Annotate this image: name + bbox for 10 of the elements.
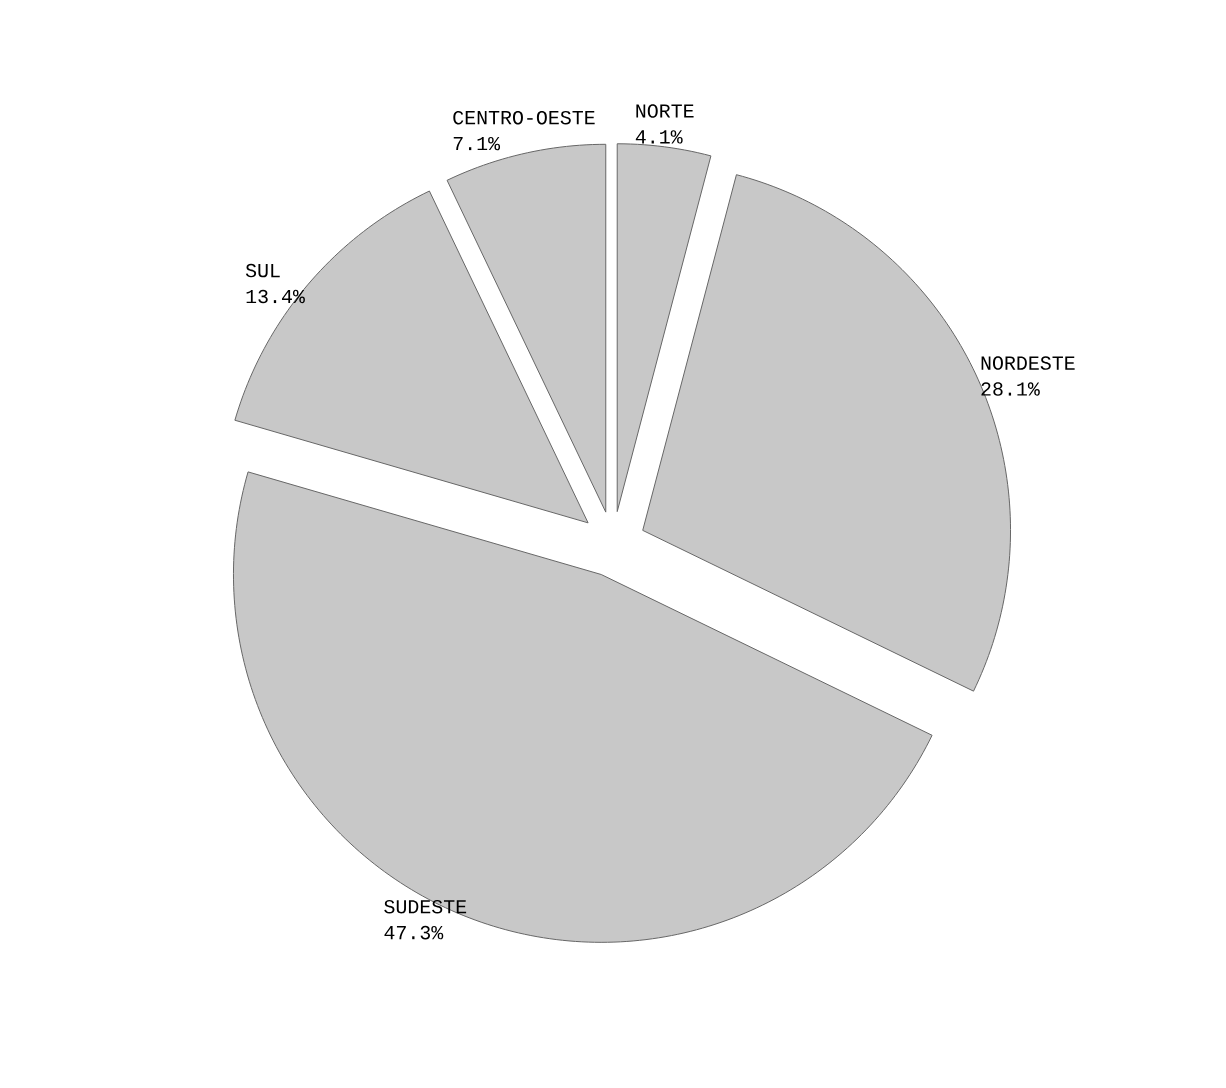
slice-label: NORDESTE <box>981 356 1075 370</box>
data-label: 13.4% <box>246 289 305 304</box>
slice-label: SUL <box>245 263 280 278</box>
data-label: 28.1% <box>981 382 1040 396</box>
data-label: 47.3% <box>384 925 444 940</box>
slice-label: SUDESTE <box>384 899 467 914</box>
data-label: 7.1% <box>453 136 501 151</box>
data-label: 4.1% <box>635 130 683 144</box>
slice-label: NORTE <box>636 104 694 118</box>
slice-label: CENTRO-OESTE <box>453 110 595 125</box>
